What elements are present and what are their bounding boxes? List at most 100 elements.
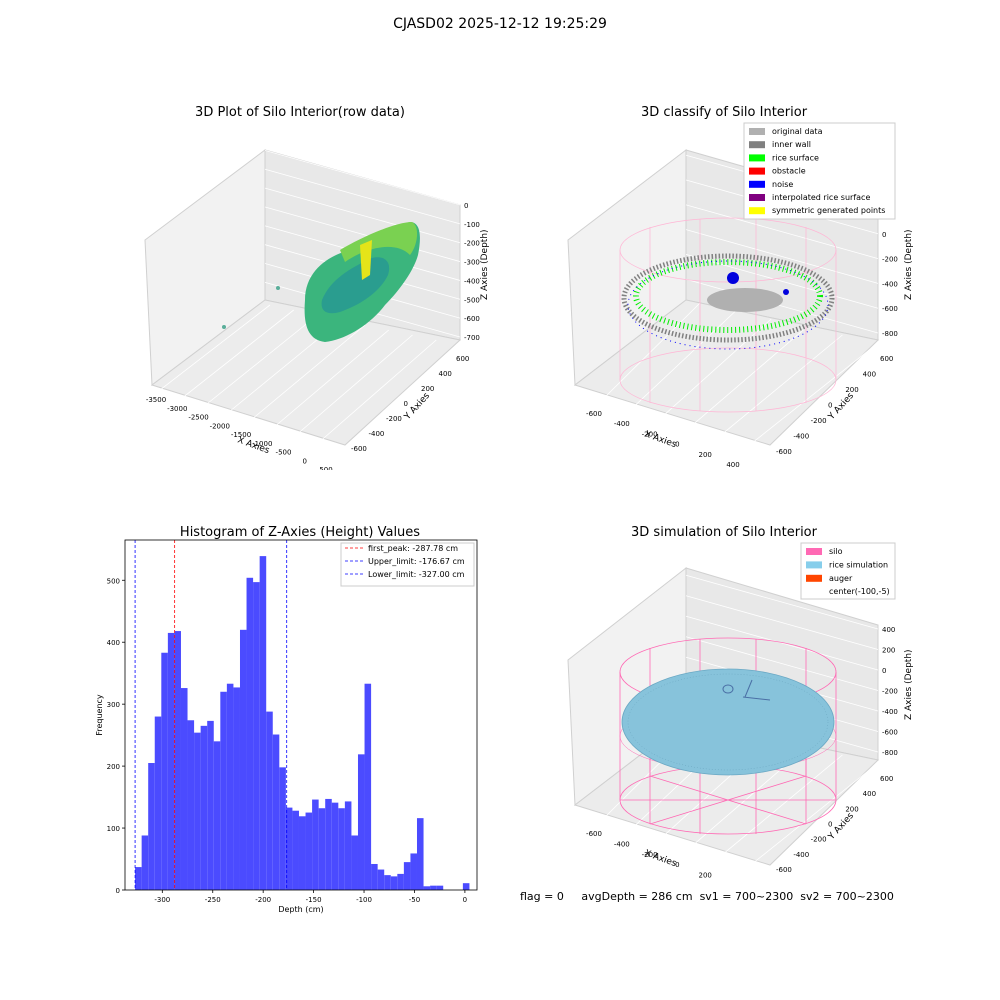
histogram-bar [364,683,372,890]
classify-legend-label: symmetric generated points [772,206,885,215]
histogram-bar [174,631,181,890]
histogram-bar [213,741,221,890]
figure-title: CJASD02 2025-12-12 19:25:29 [393,16,607,32]
raw-x-gridline [287,334,413,443]
histogram-bar [154,716,162,890]
histogram-bar [325,798,332,890]
classify-legend-swatch [749,167,765,175]
classify-y-tick-label: 200 [845,386,858,394]
histogram-bar [338,808,345,890]
classify-z-axis-label: Z Axies (Depth) [904,229,914,300]
raw-y-tick-label: 400 [439,370,452,378]
sv2-value: sv2 = 700~2300 [800,890,894,903]
simulation-rice-texture [627,673,829,771]
classify-z-gridline [685,278,879,334]
simulation-y-tick-label: -400 [793,851,809,859]
simulation-y-tick-label: -600 [776,866,792,874]
histogram-bar [390,876,398,890]
histogram-bar [318,808,326,890]
raw-x-gridline [159,304,271,391]
simulation-z-gridline [685,636,879,691]
raw-x-tick-label: -3500 [146,396,166,404]
raw-z-tick-label: -500 [464,296,480,304]
histogram-bar [430,885,437,890]
raw-x-tick-label: 0 [303,457,307,465]
classify-noise-cluster [783,289,789,295]
histogram-y-axis-label: Frequency [95,694,104,736]
raw-x-tick-label: -500 [276,449,292,457]
raw-cloud-inner [321,257,390,314]
classify-y-tick-label: 0 [828,402,832,410]
histogram-y-tick-label: 500 [107,577,120,585]
simulation-3d-plot: 3D simulation of Silo Interior -600-400-… [567,525,914,880]
simulation-rice-surface [621,668,835,776]
raw-cloud-top [340,222,418,262]
histogram-y-tick-label: 0 [116,887,120,895]
histogram-bar [167,632,175,890]
simulation-z-tick-label: -200 [882,688,898,696]
histogram-x-tick-label: 0 [463,896,467,904]
histogram-bar [226,683,234,890]
classify-grid [597,154,879,456]
histogram-bar [410,853,417,890]
histogram-y-tick-label: 300 [107,701,120,709]
raw-y-tick-label: -400 [369,430,385,438]
histogram-legend-box [340,542,475,587]
raw-z-gridline [264,187,461,244]
classify-original-data-blob [707,288,783,312]
histogram-bar [148,763,155,890]
histogram-bar [384,875,391,890]
sv1-value: sv1 = 700~2300 [699,890,794,903]
histogram-x-tick-label: -50 [409,896,420,904]
classify-x-tick-label: -200 [642,430,658,438]
classify-y-tick-label: 600 [880,355,893,363]
histogram-axes-frame [124,539,478,891]
raw-z-tick-label: -200 [464,240,480,248]
classify-legend-swatch [749,141,765,149]
histogram-bar [135,867,142,890]
histogram-bar [220,691,227,890]
raw-x-gridline [308,339,437,452]
simulation-z-tick-label: -400 [882,708,898,716]
histogram-bar [357,754,365,890]
classify-y-tick-label: 400 [863,371,876,379]
raw-z-tick-label: -400 [464,277,480,285]
simulation-z-tick-label: 0 [882,667,886,675]
histogram-legend-label: Upper_limit: -176.67 cm [368,557,465,566]
histogram-legend-label: first_peak: -287.78 cm [368,544,458,553]
histogram-bar [253,582,260,890]
histogram-bar [298,816,306,890]
histogram-bar [259,556,267,890]
histogram-x-axis-label: Depth (cm) [278,905,323,914]
histogram-title: Histogram of Z-Axies (Height) Values [180,525,420,540]
classify-x-gridline [597,302,701,405]
raw-x-tick-label: -2500 [188,414,208,422]
raw-y-tick-label: 200 [421,385,434,393]
classify-legend-label: rice surface [772,153,819,162]
depth-histogram: Histogram of Z-Axies (Height) Values -30… [95,525,478,914]
classify-z-tick-label: -200 [882,256,898,264]
simulation-x-gridline [708,754,843,866]
simulation-y-tick-label: 400 [863,790,876,798]
classify-legend-label: inner wall [772,140,811,149]
raw-x-gridline [329,344,461,461]
simulation-legend-swatch [806,561,822,569]
histogram-x-tick-label: -100 [356,896,372,904]
classify-x-gridline [681,326,808,435]
histogram-y-tick-label: 100 [107,825,120,833]
simulation-plot-title: 3D simulation of Silo Interior [631,525,818,540]
classify-z-tick-label: -800 [882,330,898,338]
simulation-x-tick-label: -600 [586,830,602,838]
raw-z-tick-label: -700 [464,334,480,342]
classify-z-tick-label: -600 [882,305,898,313]
classify-y-tick-label: -600 [776,448,792,456]
histogram-bar [187,720,195,890]
classify-legend-swatch [749,180,765,188]
classify-x-gridline [625,310,736,415]
classify-z-tick-label: -400 [882,280,898,288]
simulation-x-tick-label: 200 [699,872,712,880]
simulation-y-tick-label: -200 [811,836,827,844]
histogram-legend-label: Lower_limit: -327.00 cm [368,570,465,579]
classify-legend-swatch [749,128,765,135]
simulation-x-axis-label: X Axies [643,848,678,869]
